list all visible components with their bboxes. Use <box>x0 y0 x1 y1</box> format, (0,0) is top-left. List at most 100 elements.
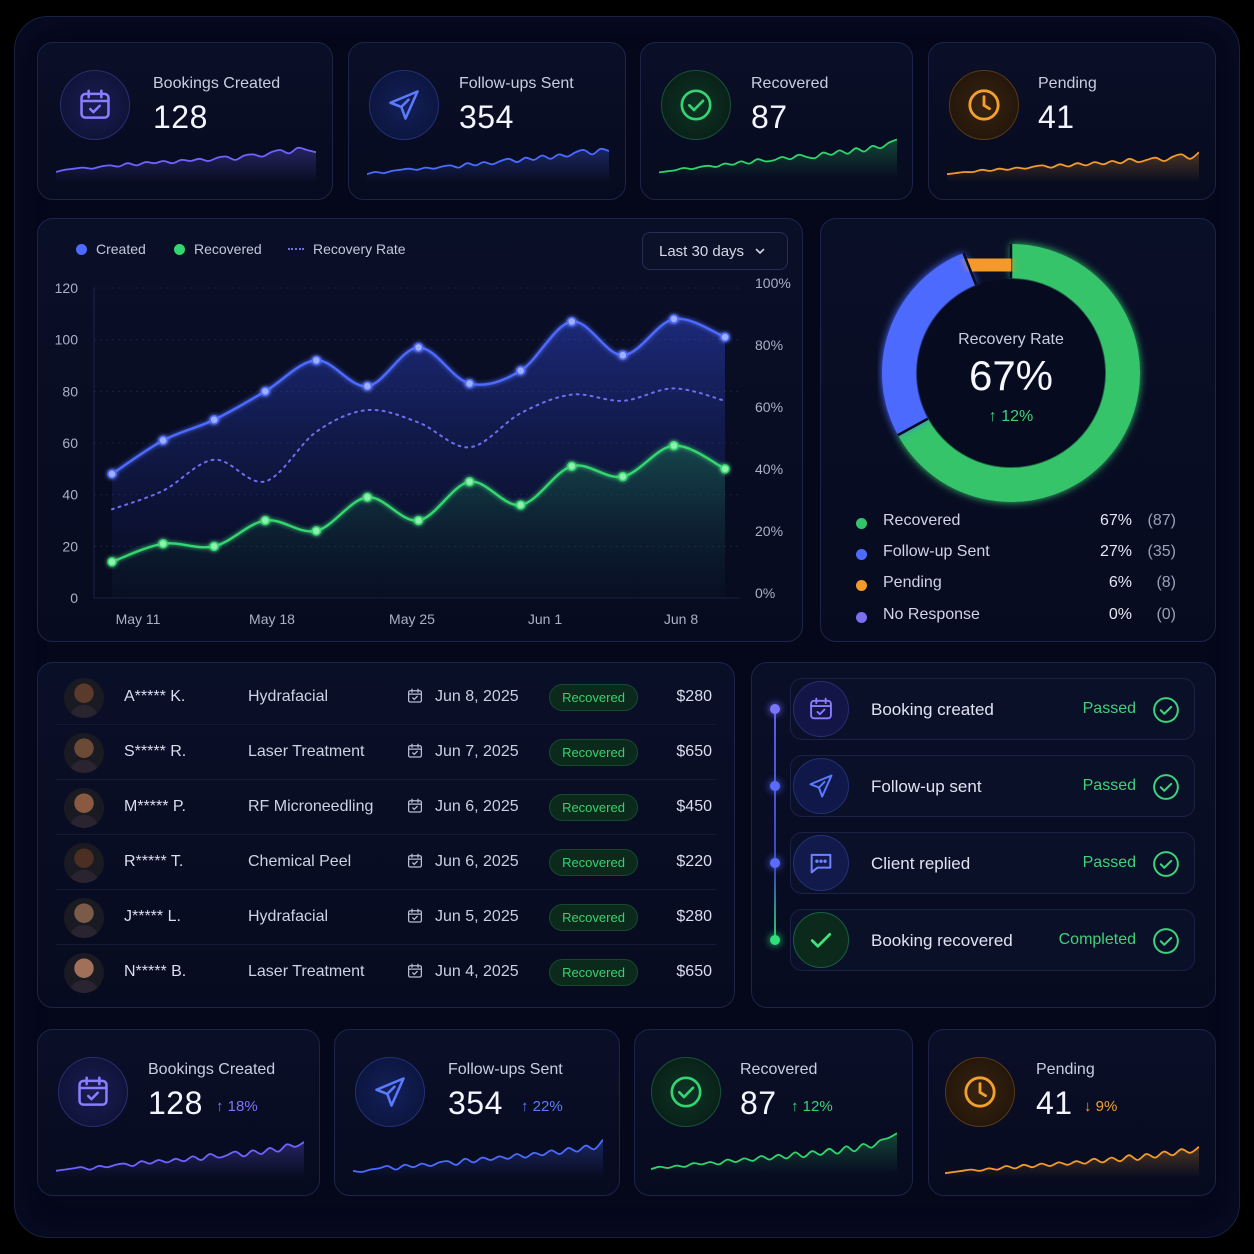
booking-date: Jun 5, 2025 <box>435 908 519 925</box>
sparkline <box>367 147 609 183</box>
chevron-down-icon <box>755 248 765 255</box>
kpi-label: Pending <box>1038 75 1097 92</box>
data-point-recovered <box>464 477 475 487</box>
sparkline-area <box>56 1142 304 1178</box>
table-row[interactable]: A***** K. Hydrafacial Jun 8, 2025 Recove… <box>56 670 716 725</box>
calendar-icon <box>406 907 424 930</box>
data-point-created <box>311 355 322 366</box>
booking-date: Jun 4, 2025 <box>435 963 519 980</box>
data-point-recovered <box>362 492 373 502</box>
sparkline <box>353 1138 603 1178</box>
arrow-up-icon: ↑ <box>216 1098 224 1115</box>
donut-separator <box>962 252 978 286</box>
kpi-label: Pending <box>1036 1061 1095 1078</box>
legend-recovered: Recovered <box>174 241 262 257</box>
data-point-created <box>464 378 475 389</box>
service-name: Laser Treatment <box>248 963 365 980</box>
y-axis-tick-label: 100 <box>55 332 79 348</box>
kpi-value: 87 <box>740 1085 777 1121</box>
y2-axis-tick-label: 80% <box>755 337 783 353</box>
avatar <box>64 678 104 718</box>
send-icon <box>355 1057 425 1127</box>
check-circle-icon <box>651 1057 721 1127</box>
client-name: R***** T. <box>124 853 184 870</box>
data-point-created <box>720 332 730 342</box>
data-point-recovered <box>107 557 117 567</box>
donut-slice-pending <box>963 244 1012 285</box>
donut-legend-row: Recovered 67% (87) <box>856 512 1176 534</box>
kpi-label: Recovered <box>751 75 829 92</box>
table-row[interactable]: S***** R. Laser Treatment Jun 7, 2025 Re… <box>56 725 716 780</box>
kpi-value: 41 <box>1038 99 1075 135</box>
sparkline-area <box>651 1133 897 1174</box>
calendar-check-icon <box>793 681 849 737</box>
bookings-table-card <box>37 662 735 1008</box>
data-point-created <box>669 314 679 324</box>
donut-hole <box>917 279 1105 467</box>
timeline-node <box>770 935 780 945</box>
avatar <box>64 898 104 938</box>
x-axis-tick-label: Jun 8 <box>664 611 698 627</box>
kpi-card-bookings-delta[interactable]: Bookings Created 128 ↑ 18% <box>37 1029 320 1196</box>
recovery-donut-chart <box>882 244 1140 502</box>
timeline-step-label: Follow-up sent <box>871 777 982 796</box>
sparkline <box>945 1146 1199 1178</box>
sparkline-area <box>367 148 609 183</box>
data-point-recovered <box>669 440 679 451</box>
timeline-step-label: Client replied <box>871 854 971 873</box>
kpi-card-recovered-delta[interactable]: Recovered 87 ↑ 12% <box>634 1029 913 1196</box>
booking-date: Jun 6, 2025 <box>435 798 519 815</box>
check-circle-icon <box>1151 926 1181 961</box>
data-point-recovered <box>618 471 628 482</box>
data-point-created <box>362 381 373 391</box>
timeline-step[interactable]: Booking recovered Completed <box>790 909 1195 971</box>
kpi-card-recovered[interactable]: Recovered 87 <box>640 42 913 200</box>
kpi-card-pending[interactable]: Pending 41 <box>928 42 1216 200</box>
status-badge: Recovered <box>549 684 638 711</box>
data-point-created <box>515 365 526 376</box>
table-row[interactable]: R***** T. Chemical Peel Jun 6, 2025 Reco… <box>56 835 716 890</box>
kpi-delta: ↓ 9% <box>1084 1098 1118 1115</box>
data-point-recovered <box>720 464 730 474</box>
calendar-icon <box>406 852 424 875</box>
sparkline-line <box>56 1141 304 1172</box>
calendar-icon <box>406 687 424 710</box>
x-axis-tick-label: May 11 <box>116 611 161 627</box>
kpi-value: 354 <box>459 99 514 135</box>
checkmark-icon <box>793 912 849 968</box>
avatar <box>64 733 104 773</box>
table-row[interactable]: J***** L. Hydrafacial Jun 5, 2025 Recove… <box>56 890 716 945</box>
date-range-value: Last 30 days <box>659 242 745 260</box>
check-circle-icon <box>1151 695 1181 730</box>
avatar <box>64 843 104 883</box>
status-badge: Recovered <box>549 739 638 766</box>
kpi-card-followups-delta[interactable]: Follow-ups Sent 354 ↑ 22% <box>334 1029 620 1196</box>
sparkline <box>947 151 1199 183</box>
date-range-select[interactable]: Last 30 days <box>642 232 788 270</box>
arrow-down-icon: ↓ <box>1084 1098 1092 1115</box>
booking-date: Jun 7, 2025 <box>435 743 519 760</box>
calendar-icon <box>406 797 424 820</box>
timeline-step[interactable]: Client replied Passed <box>790 832 1195 894</box>
donut-legend-row: No Response 0% (0) <box>856 606 1176 628</box>
kpi-card-followups[interactable]: Follow-ups Sent 354 <box>348 42 626 200</box>
kpi-card-pending-delta[interactable]: Pending 41 ↓ 9% <box>928 1029 1216 1196</box>
kpi-card-bookings[interactable]: Bookings Created 128 <box>37 42 333 200</box>
data-point-created <box>413 342 424 353</box>
donut-slice-follow-up-sent <box>882 253 977 436</box>
sparkline-line <box>367 147 609 176</box>
sparkline <box>659 138 897 179</box>
booking-date: Jun 8, 2025 <box>435 688 519 705</box>
service-name: Hydrafacial <box>248 688 329 705</box>
timeline-step[interactable]: Booking created Passed <box>790 678 1195 740</box>
booking-amount: $280 <box>676 688 712 705</box>
timeline-step[interactable]: Follow-up sent Passed <box>790 755 1195 817</box>
table-row[interactable]: N***** B. Laser Treatment Jun 4, 2025 Re… <box>56 945 716 1000</box>
y-axis-tick-label: 20 <box>62 538 78 554</box>
service-name: Chemical Peel <box>248 853 352 870</box>
booking-amount: $650 <box>676 963 712 980</box>
data-point-created <box>107 469 117 479</box>
chat-bubble-icon <box>793 835 849 891</box>
table-row[interactable]: M***** P. RF Microneedling Jun 6, 2025 R… <box>56 780 716 835</box>
y-axis-tick-label: 120 <box>55 280 79 296</box>
